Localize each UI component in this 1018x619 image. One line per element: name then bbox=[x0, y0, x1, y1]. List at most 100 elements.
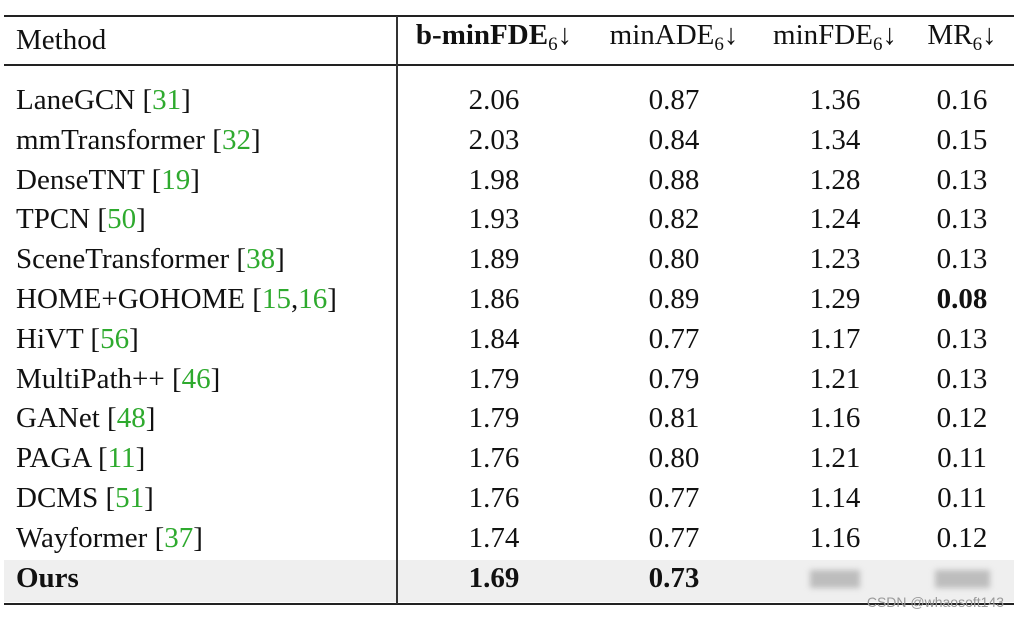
value-cell: 1.86 bbox=[468, 283, 520, 315]
value-cell: 1.23 bbox=[809, 243, 861, 276]
value-cell: 1.21 bbox=[809, 442, 861, 475]
value-cell: 0.12 bbox=[936, 521, 988, 554]
citation: 50 bbox=[107, 203, 137, 236]
value-cell: 1.24 bbox=[809, 203, 861, 236]
method-cell: LaneGCN [31] bbox=[16, 84, 191, 116]
column-header: Method bbox=[16, 24, 107, 56]
method-name: LaneGCN bbox=[16, 84, 136, 116]
obscured-value bbox=[935, 570, 990, 588]
header-arrow: ↓ bbox=[882, 19, 897, 51]
value-cell: 1.74 bbox=[468, 521, 520, 554]
header-arrow: ↓ bbox=[982, 19, 997, 51]
value-cell: 1.79 bbox=[468, 362, 520, 395]
value-cell: 0.77 bbox=[648, 521, 700, 554]
value-cell: 0.81 bbox=[648, 402, 700, 435]
value-cell: 0.88 bbox=[648, 163, 700, 196]
value-cell: 1.14 bbox=[809, 482, 861, 514]
value-cell: 1.29 bbox=[809, 283, 861, 315]
header-subscript: 6 bbox=[972, 34, 983, 55]
value-cell: 1.17 bbox=[809, 322, 861, 355]
citation: 51 bbox=[115, 482, 145, 514]
method-name: Ours bbox=[16, 561, 79, 594]
value-cell: 1.84 bbox=[468, 322, 520, 355]
value-cell: 0.79 bbox=[648, 362, 700, 395]
value-cell: 0.16 bbox=[936, 84, 988, 116]
citation: 32 bbox=[221, 123, 251, 156]
method-cell: DCMS [51] bbox=[16, 482, 154, 514]
header-arrow: ↓ bbox=[723, 19, 739, 51]
header-arrow: ↓ bbox=[557, 19, 573, 51]
method-cell: PAGA [11] bbox=[16, 442, 146, 475]
method-cell: MultiPath++ [46] bbox=[16, 362, 221, 395]
method-name: SceneTransformer bbox=[16, 243, 230, 276]
method-cell: GANet [48] bbox=[16, 402, 156, 435]
value-cell: 0.08 bbox=[936, 283, 988, 315]
method-name: MultiPath++ bbox=[16, 362, 165, 395]
value-cell: 0.13 bbox=[936, 362, 988, 395]
value-cell: 1.16 bbox=[809, 521, 861, 554]
header-name: minFDE bbox=[773, 19, 873, 51]
value-cell: 0.77 bbox=[648, 322, 700, 355]
value-cell: 1.93 bbox=[468, 203, 520, 236]
method-cell: mmTransformer [32] bbox=[16, 123, 261, 156]
header-name: b-minFDE bbox=[415, 19, 549, 51]
value-cell: 1.16 bbox=[809, 402, 861, 435]
citation: 15 bbox=[261, 283, 291, 315]
citation: 11 bbox=[107, 442, 136, 475]
value-cell: 0.80 bbox=[648, 442, 700, 475]
value-cell: 0.87 bbox=[648, 84, 700, 116]
value-cell: 1.76 bbox=[468, 442, 520, 475]
method-name: mmTransformer bbox=[16, 123, 206, 156]
value-cell: 1.28 bbox=[809, 163, 861, 196]
watermark: CSDN @whaosoft143 bbox=[866, 594, 1004, 610]
value-cell: 0.80 bbox=[648, 243, 700, 276]
value-cell: 0.13 bbox=[936, 203, 988, 236]
method-cell: Ours bbox=[16, 560, 79, 596]
value-cell: 0.11 bbox=[937, 482, 987, 514]
citation: 37 bbox=[164, 521, 194, 554]
header-rule bbox=[4, 64, 1014, 66]
value-cell: 0.82 bbox=[648, 203, 700, 236]
column-header: b-minFDE6↓ bbox=[416, 17, 572, 63]
method-cell: Wayformer [37] bbox=[16, 521, 203, 554]
obscured-value bbox=[810, 570, 860, 588]
value-cell: 1.36 bbox=[809, 84, 861, 116]
header-name: MR bbox=[927, 19, 973, 51]
value-cell: 0.77 bbox=[648, 482, 700, 514]
value-cell: 1.79 bbox=[468, 402, 520, 435]
method-cell: TPCN [50] bbox=[16, 203, 146, 236]
citation: 48 bbox=[116, 402, 146, 435]
value-cell: 0.84 bbox=[648, 123, 700, 156]
method-name: Wayformer bbox=[16, 521, 148, 554]
value-cell: 0.11 bbox=[937, 442, 987, 475]
method-cell: HiVT [56] bbox=[16, 322, 139, 355]
citation: 38 bbox=[246, 243, 276, 276]
method-cell: DenseTNT [19] bbox=[16, 163, 200, 196]
value-cell: 1.34 bbox=[809, 123, 861, 156]
column-header: MR6↓ bbox=[927, 17, 996, 63]
citation: 56 bbox=[100, 322, 130, 355]
citation: 19 bbox=[161, 163, 191, 196]
method-name: PAGA bbox=[16, 442, 91, 475]
value-cell: 0.13 bbox=[936, 243, 988, 276]
value-cell: 0.13 bbox=[936, 322, 988, 355]
method-name: DCMS bbox=[16, 482, 99, 514]
value-cell: 1.21 bbox=[809, 362, 861, 395]
method-cell: HOME+GOHOME [15,16] bbox=[16, 283, 337, 315]
method-name: TPCN bbox=[16, 203, 91, 236]
value-cell: 0.13 bbox=[936, 163, 988, 196]
citation: 16 bbox=[298, 283, 328, 315]
value-cell: 1.76 bbox=[468, 482, 520, 514]
method-name: HOME+GOHOME bbox=[16, 283, 246, 315]
value-cell: 2.06 bbox=[468, 84, 520, 116]
column-header: minFDE6↓ bbox=[773, 17, 897, 63]
top-rule bbox=[4, 15, 1014, 17]
column-divider bbox=[396, 16, 398, 604]
value-cell: 1.69 bbox=[468, 561, 520, 594]
method-name: GANet bbox=[16, 402, 100, 435]
header-subscript: 6 bbox=[714, 34, 724, 55]
citation: 31 bbox=[152, 84, 182, 116]
value-cell: 0.73 bbox=[648, 561, 700, 594]
value-cell: 0.15 bbox=[936, 123, 988, 156]
